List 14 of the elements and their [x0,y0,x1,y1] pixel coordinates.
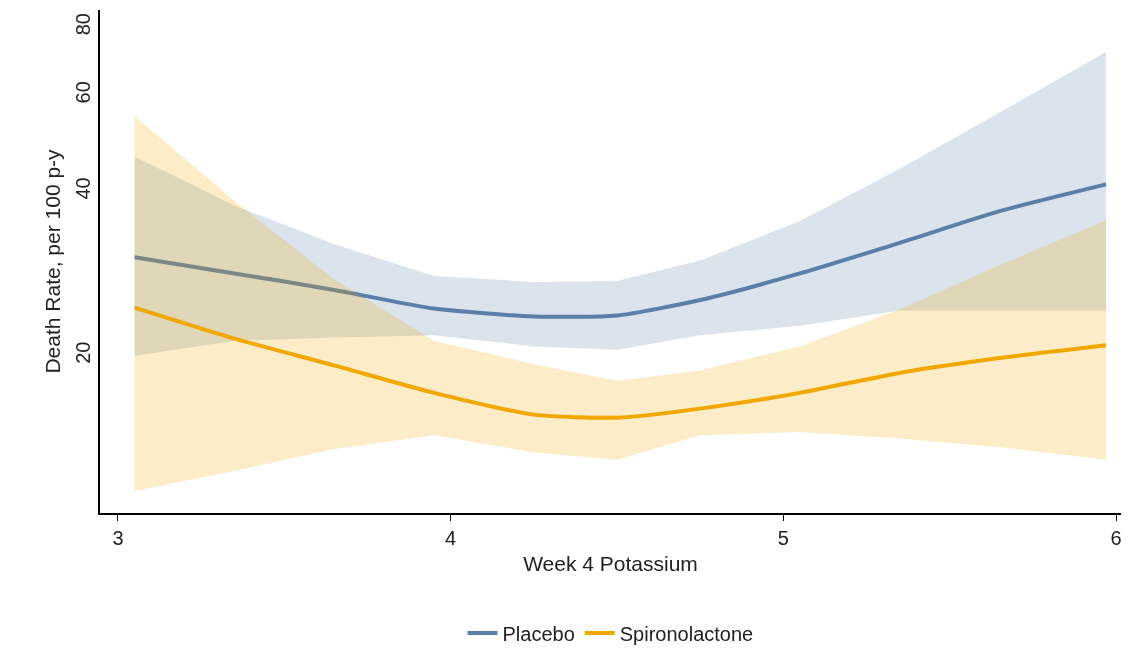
x-tick-label: 5 [777,527,789,549]
line-series [132,182,1109,319]
y-tick-label: 60 [72,81,94,104]
x-tick-label: 3 [112,527,124,549]
legend-label: Placebo [502,622,575,645]
x-axis-title: Week 4 Potassium [523,551,698,575]
x-tick-label: 4 [445,527,457,549]
y-tick-label: 20 [72,341,94,364]
legend-label: Spironolactone [619,622,754,645]
y-axis-title: Death Rate, per 100 p-y [40,148,64,374]
x-tick-label: 6 [1110,527,1122,549]
y-tick-label: 80 [72,13,94,36]
line-series [132,305,1109,420]
y-tick-label: 40 [72,177,94,200]
